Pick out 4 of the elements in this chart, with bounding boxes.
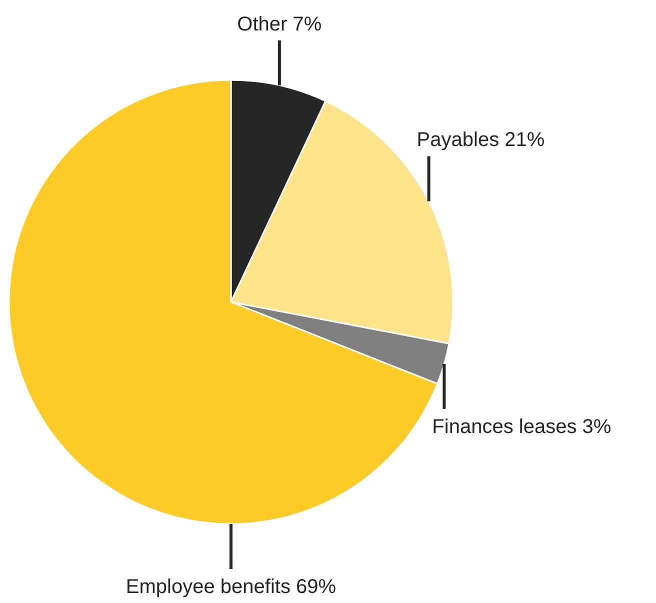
slice-label: Payables 21% (416, 129, 545, 152)
slice-label: Other 7% (237, 13, 322, 36)
slice-label: Finances leases 3% (432, 416, 612, 438)
slice-label: Employee benefits 69% (126, 576, 336, 598)
